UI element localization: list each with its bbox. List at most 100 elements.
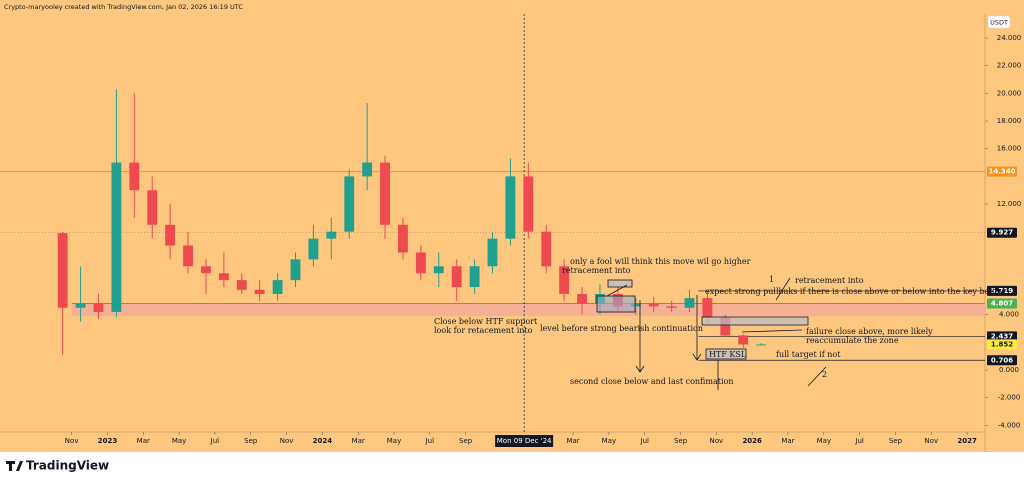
x-tick-label: Sep [244,437,258,445]
candle-body [183,245,193,267]
arrow [775,277,791,301]
candle-body [505,176,516,239]
candle-body [398,224,408,253]
credit: Crypto-maryooley created with TradingVie… [4,3,243,11]
x-tick-label: Jul [425,437,435,445]
candle-body [684,298,695,308]
price-label: 5.719 [991,287,1013,295]
annotation: 2 [822,370,827,379]
arrow [741,329,803,333]
candle-body [720,317,731,336]
unit-badge [987,15,1011,29]
candle-body [523,176,534,232]
x-tick-label: Mar [566,437,579,445]
candle-body [738,335,749,345]
candle-body [201,266,211,274]
box [701,316,809,326]
x-tick-label: 2027 [957,437,977,445]
annotation: look for retacement into [434,326,533,335]
y-tick-label: -2.000 [998,394,1021,402]
x-tick-label: Nov [280,437,294,445]
arrow [606,284,628,297]
x-tick-label: Mar [352,437,365,445]
x-tick-label: Sep [889,437,903,445]
annotation: expect strong pullbaks if there is close… [705,287,1006,296]
price-label-bg [987,298,1017,309]
price-label: 0.706 [991,356,1013,364]
x-tick-label: Mar [137,437,150,445]
x-tick-label: Jul [854,437,864,445]
candle-body [541,231,552,267]
x-tick-label: Nov [924,437,938,445]
candle-body [254,289,265,294]
candle-body [272,280,283,294]
candle-body [756,344,767,346]
candle-body [129,162,140,191]
zone [71,303,986,317]
drawings [596,277,827,390]
arrow [807,366,827,387]
x-tick-label: Nov [710,437,724,445]
candle-body [308,238,319,260]
annotation: 1 [769,275,774,284]
candle-body [362,162,373,177]
annotation: full target if not [776,350,841,359]
y-tick-label: 4.000 [999,311,1019,319]
price-label: 4.807 [991,300,1013,308]
candle-body [433,266,444,274]
candle-body [559,266,570,294]
candle-body [147,190,158,225]
x-tick-label: May [172,437,186,445]
y-tick-label: 18.000 [997,117,1022,125]
price-label-bg [987,339,1017,350]
x-tick-label: Jul [640,437,650,445]
x-tick-label: Nov [65,437,79,445]
crosshair-label: Mon 09 Dec '24 [497,437,552,445]
arrow-head [635,365,645,373]
x-tick-label: 2024 [313,437,333,445]
candle-body [218,273,229,281]
box [607,279,633,288]
y-tick-label: -4.000 [998,421,1021,429]
candle-body [630,303,641,307]
brand-logo [6,461,23,471]
candle-body [648,303,659,307]
price-label-bg [987,331,1017,342]
x-tick-label: 2026 [742,437,762,445]
annotation: Close below HTF support [434,317,538,326]
candle-body [577,293,587,304]
logo [6,461,23,471]
candle-body [111,162,122,312]
candle-body [487,238,498,267]
y-tick-label: 16.000 [997,145,1022,153]
x-tick-label: 2023 [98,437,118,445]
x-tick-label: Sep [674,437,688,445]
unit: USDT [990,19,1008,27]
x-tick-label: Mar [781,437,794,445]
price-label: 14.340 [988,168,1015,176]
brand: TradingView [26,459,109,473]
annotation: retracement into [795,276,864,285]
y-tick-label: 12.000 [997,200,1022,208]
box [596,295,636,313]
x-tick-label: May [602,437,616,445]
candle-body [469,266,480,288]
annotations: only a fool will think this move wil go … [434,257,1006,386]
annotation: second close below and last confimation [570,377,733,386]
candle-body [57,233,68,308]
candle-body [451,266,462,288]
x-tick-label: May [817,437,831,445]
price-label-bg [987,166,1017,177]
box [705,348,747,360]
price-label-bg [987,227,1017,238]
price-label-bg [987,355,1017,366]
y-tick-label: 24.000 [997,34,1022,42]
price-label: 9.927 [991,229,1013,237]
candle-body [666,306,677,308]
price-label-bg [987,285,1017,296]
y-tick-label: 0.000 [999,366,1019,374]
x-tick-label: May [387,437,401,445]
candle-body [290,259,301,281]
x-tick-label: Jul [210,437,220,445]
